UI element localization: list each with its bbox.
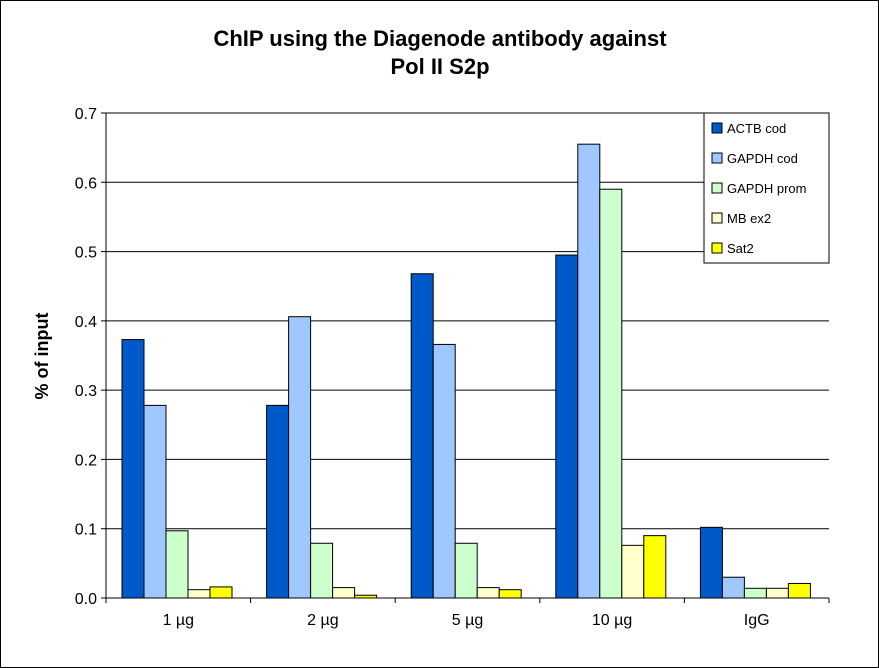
legend-label: MB ex2 [727,211,771,226]
x-tick-label: 10 µg [592,612,632,629]
legend-box [703,112,830,264]
bar [209,586,233,599]
bar [555,254,579,599]
bar [288,316,312,599]
legend-label: GAPDH cod [727,151,798,166]
bar [721,576,745,599]
bar [787,582,811,599]
bar [332,587,356,599]
legend: ACTB cod GAPDH cod GAPDH prom MB ex2 Sat2 [703,112,830,264]
y-tick-label: 0.1 [75,522,97,539]
bar [498,589,522,599]
bar [765,587,789,599]
legend-label: Sat2 [727,241,754,256]
y-tick-label: 0.6 [75,175,97,192]
bar [121,339,145,599]
legend-swatch [711,152,723,164]
bar [621,544,645,599]
bar [310,542,334,599]
bar [743,587,767,599]
legend-label: ACTB cod [727,121,786,136]
bar [143,404,167,599]
bar [410,273,434,599]
x-tick-label: 1 µg [163,612,194,629]
bar [699,526,723,599]
y-tick-label: 0.4 [75,314,97,331]
y-tick-label: 0.0 [75,591,97,608]
bar [165,530,189,599]
y-tick-label: 0.2 [75,452,97,469]
axes: 0.0 0.1 0.2 0.3 0.4 0.5 0.6 0.7 1 µg 2 µg 5 µg 10 µ… [75,106,830,629]
bar [454,542,478,599]
legend-swatch [711,242,723,254]
bar [599,188,623,599]
y-axis-title: % of input [32,313,52,400]
legend-swatch [711,122,723,134]
y-tick-label: 0.7 [75,106,97,123]
x-tick-label: IgG [744,612,770,629]
bar [577,143,601,599]
bar [643,535,667,599]
bar [432,343,456,599]
x-tick-label: 5 µg [452,612,483,629]
legend-swatch [711,182,723,194]
legend-label: GAPDH prom [727,181,806,196]
bar [476,587,500,599]
legend-swatch [711,212,723,224]
y-tick-label: 0.5 [75,245,97,262]
y-tick-label: 0.3 [75,383,97,400]
bar [187,589,211,599]
x-tick-label: 2 µg [307,612,338,629]
bar [266,404,290,599]
chart-title-line-2: Pol II S2p [390,54,489,79]
chart-title-line-1: ChIP using the Diagenode antibody agains… [213,26,667,51]
